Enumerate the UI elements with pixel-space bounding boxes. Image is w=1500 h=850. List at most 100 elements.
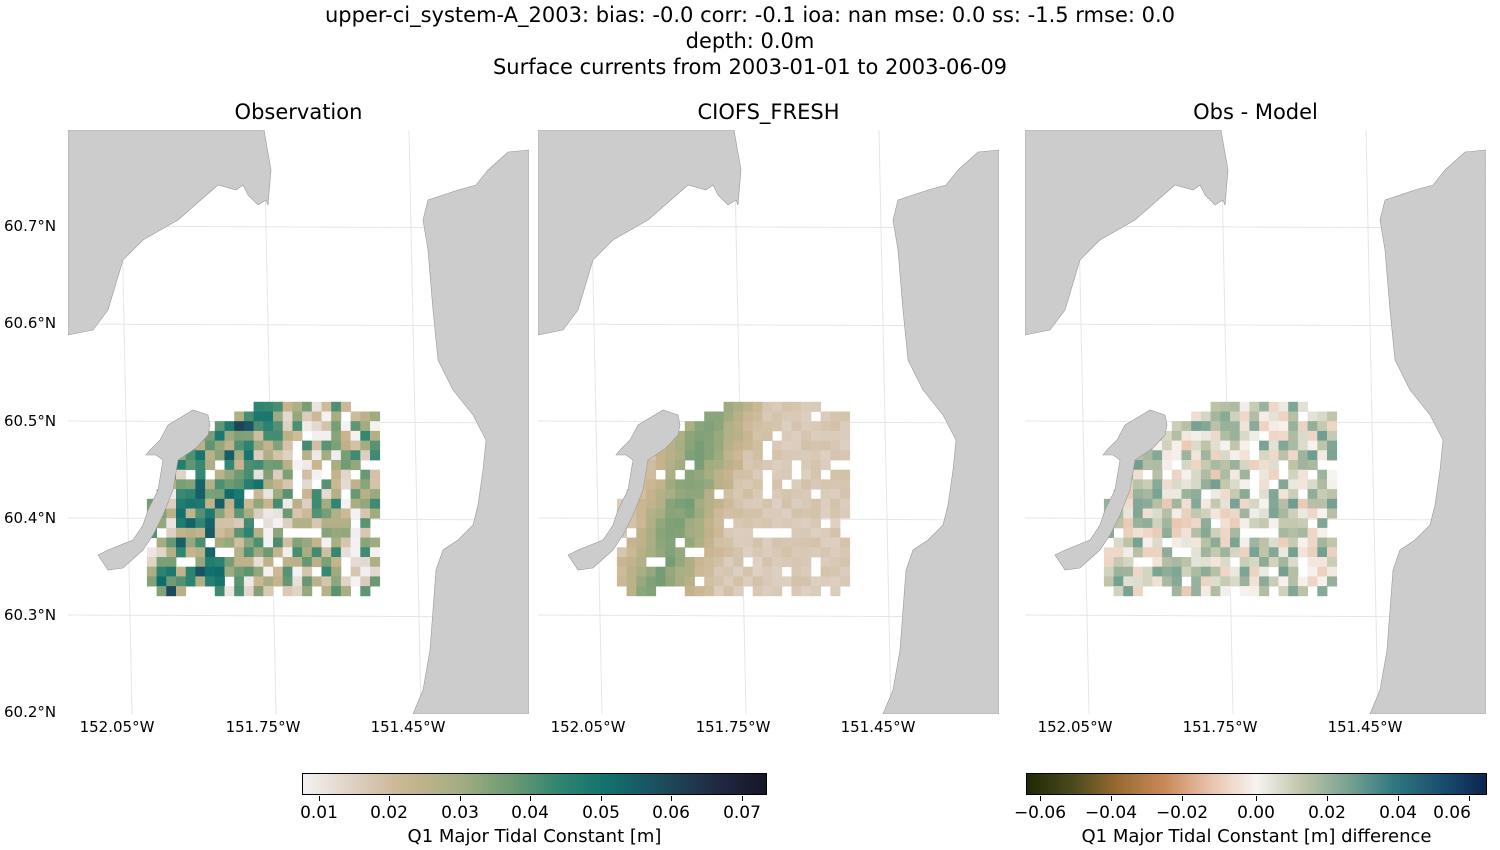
data-cell [626,557,637,568]
data-cell [820,460,831,471]
data-cell [810,430,821,441]
data-cell [655,537,666,548]
data-cell [166,547,177,558]
map-observation-svg [68,130,529,714]
data-cell [176,460,187,471]
data-cell [1249,508,1260,519]
data-cell [694,527,705,538]
data-cell [302,421,313,432]
data-cell [830,489,841,500]
data-cell [655,489,666,500]
data-cell [791,566,802,577]
data-cell [205,547,216,558]
data-cell [234,498,245,509]
data-cell [311,518,322,529]
data-cell [243,421,254,432]
data-cell [752,489,763,500]
data-cell [675,527,686,538]
data-cell [665,440,676,451]
data-cell [723,527,734,538]
data-cell [205,576,216,587]
data-cell [791,498,802,509]
data-cell [1171,537,1182,548]
data-cell [1142,547,1153,558]
data-cell [243,498,254,509]
data-cell [772,469,783,480]
data-cell [694,440,705,451]
data-cell [1317,586,1328,597]
lat-label-60-7: 60.7°N [4,217,57,235]
cbar2-tick-label: 0.04 [1379,803,1417,823]
data-cell [195,479,206,490]
data-cell [646,460,657,471]
data-cell [1181,518,1192,529]
data-cell [1162,566,1173,577]
data-cell [665,518,676,529]
data-cell [282,547,293,558]
data-cell [1181,498,1192,509]
data-cell [253,430,264,441]
data-cell [360,450,371,461]
data-cell [1327,411,1338,422]
data-cell [1327,440,1338,451]
data-cell [1288,537,1299,548]
data-cell [704,557,715,568]
data-cell [1152,508,1163,519]
data-cell [762,460,773,471]
data-cell [176,508,187,519]
data-cell [234,411,245,422]
data-cell [762,576,773,587]
data-cell [675,460,686,471]
data-cell [321,489,332,500]
data-cell [360,576,371,587]
data-cell [1210,498,1221,509]
map-model-svg [538,130,999,714]
data-cell [1200,586,1211,597]
data-cell [321,508,332,519]
data-cell [340,440,351,451]
data-cell [1230,421,1241,432]
data-cell [1259,537,1270,548]
data-cell [1268,421,1279,432]
data-cell [1191,518,1202,529]
data-cell [292,508,303,519]
data-cell [820,537,831,548]
data-cell [733,469,744,480]
data-cell [1230,440,1241,451]
data-cell [185,576,196,587]
data-cell [1249,421,1260,432]
data-cell [675,566,686,577]
data-cell [655,527,666,538]
data-cell [1239,557,1250,568]
data-cell [273,479,284,490]
data-cell [665,508,676,519]
land-peninsula [1054,409,1168,571]
data-cell [1181,489,1192,500]
cbar2-tick-label: 0.00 [1237,803,1275,823]
data-cell [243,527,254,538]
data-cell [723,469,734,480]
data-cell [340,421,351,432]
data-cell [1259,411,1270,422]
data-cell [781,450,792,461]
data-cell [370,440,381,451]
data-cell [292,518,303,529]
data-cell [820,421,831,432]
data-cell [350,430,361,441]
data-cell [1133,576,1144,587]
data-cell [1259,508,1270,519]
data-cell [224,450,235,461]
data-cell [234,421,245,432]
data-cell [1327,576,1338,587]
data-cell [713,430,724,441]
data-cell [791,421,802,432]
land-peninsula [97,409,211,571]
data-cell [713,566,724,577]
data-cell [1113,586,1124,597]
data-cell [1200,566,1211,577]
map-panel-difference [1025,130,1486,714]
data-cell [224,557,235,568]
data-cell [684,527,695,538]
data-cell [791,411,802,422]
data-cell [801,469,812,480]
